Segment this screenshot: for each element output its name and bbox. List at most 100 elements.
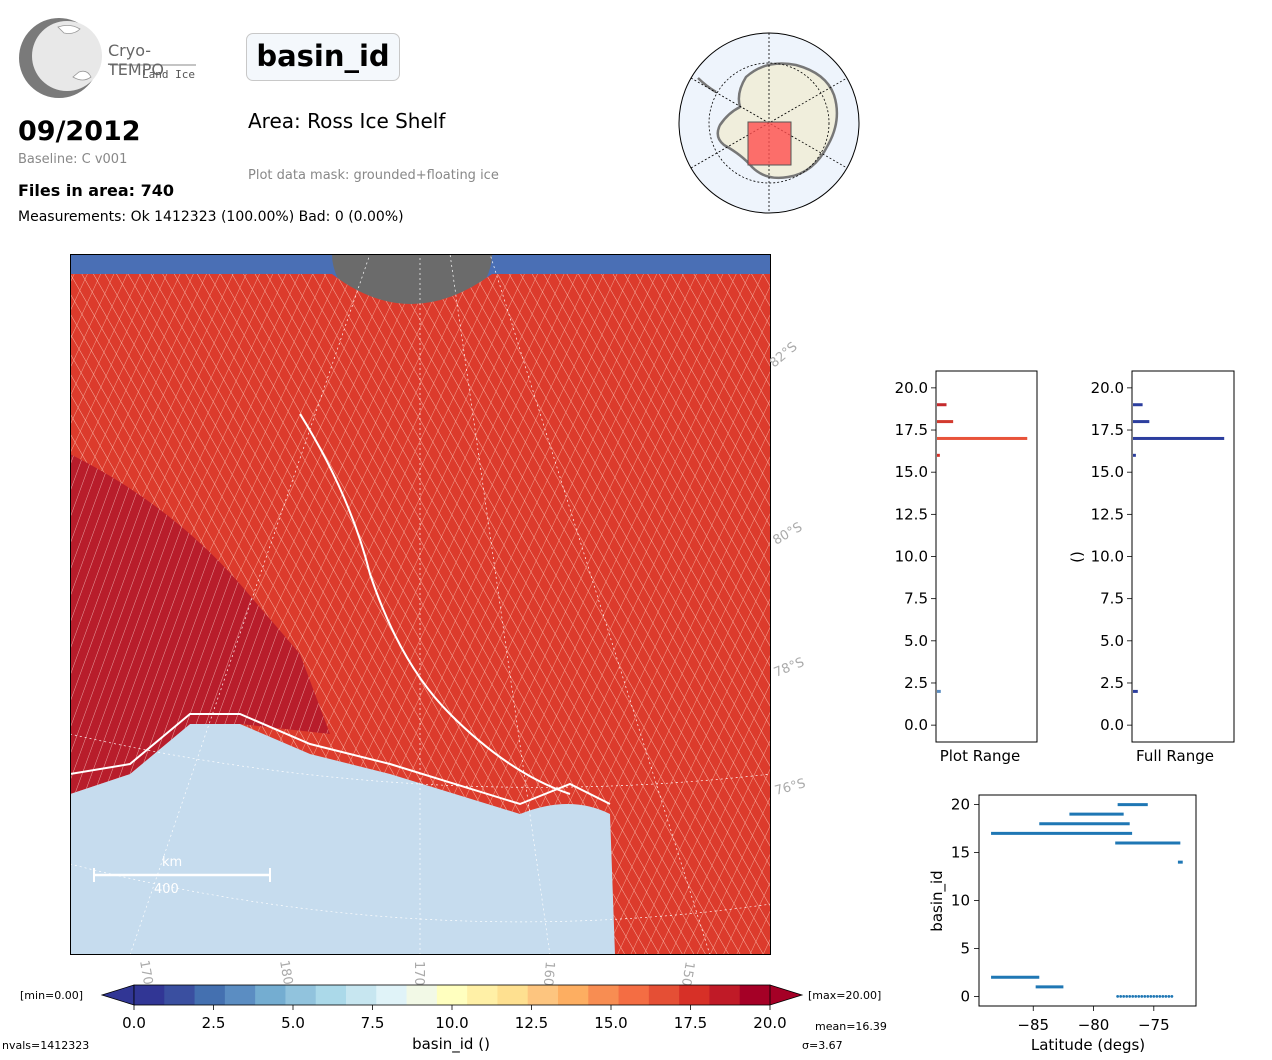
colorbar-cell — [134, 985, 165, 1005]
colorbar-cell — [164, 985, 196, 1005]
plot-range-histogram: 0.0 2.5 5.0 7.5 10.0 12.5 15.0 17.5 20.0 Plot Ra… — [895, 370, 1038, 765]
y-tick-label: 10.0 — [895, 548, 928, 566]
colorbar-min-arrow — [100, 984, 135, 1006]
mean-label: mean=16.39 — [815, 1020, 887, 1033]
colorbar-cell — [527, 985, 559, 1005]
grounding-line — [70, 713, 611, 806]
full-range-histogram: 0.0 2.5 5.0 7.5 10.0 12.5 15.0 17.5 20.0 () Full… — [1068, 370, 1235, 765]
colorbar-cell — [588, 985, 620, 1005]
histogram-bar — [937, 420, 954, 424]
colorbar-cell — [376, 985, 408, 1005]
scatter-point — [1137, 995, 1141, 998]
colorbar-tick-label: 7.5 — [361, 1014, 385, 1032]
colorbar-cell — [224, 985, 256, 1005]
lon-label-2: 170°E — [411, 961, 426, 986]
colorbar-tick-label: 12.5 — [515, 1014, 548, 1032]
y-tick-label: 0.0 — [1100, 716, 1124, 734]
scatter-point — [1128, 995, 1132, 998]
colorbar-tick-label: 5.0 — [281, 1014, 305, 1032]
colorbar-cell — [739, 985, 771, 1005]
histogram-bar — [1133, 453, 1136, 457]
scatter-point — [1170, 995, 1174, 998]
y-tick-label: 5 — [960, 939, 970, 957]
colorbar-cell — [436, 985, 468, 1005]
measurements-summary: Measurements: Ok 1412323 (100.00%) Bad: … — [18, 209, 404, 225]
scatter-point — [1164, 995, 1168, 998]
mask-label: Plot data mask: grounded+floating ice — [248, 168, 499, 183]
colorbar-tick-label: 0.0 — [122, 1014, 146, 1032]
scale-value: 400 — [154, 882, 179, 897]
date-label: 09/2012 — [18, 116, 141, 147]
y-tick-label: 12.5 — [1091, 505, 1124, 523]
latitude-labels: 82°S 80°S 78°S 76°S — [770, 339, 807, 798]
histogram-bar — [1133, 436, 1225, 440]
main-map: km 400 — [70, 254, 771, 955]
y-tick-label: 10 — [951, 892, 970, 910]
area-highlight-box — [747, 121, 792, 166]
y-tick-label: 0.0 — [904, 716, 928, 734]
colorbar-cell — [648, 985, 680, 1005]
colorbar-tick-label: 20.0 — [753, 1014, 786, 1032]
lat-label-82: 82°S — [770, 339, 801, 371]
y-tick-label: 12.5 — [895, 505, 928, 523]
antarctica-locator-map — [678, 32, 860, 214]
colorbar-cell — [406, 985, 438, 1005]
y-tick-label: 17.5 — [1091, 421, 1124, 439]
track-coverage-grounded — [70, 454, 330, 794]
scatter-point — [1146, 995, 1150, 998]
y-tick-label: 17.5 — [895, 421, 928, 439]
scatter-point — [1134, 995, 1138, 998]
scatter-ylabel: basin_id — [928, 870, 947, 931]
colorbar-cell — [558, 985, 589, 1005]
y-tick-label: 5.0 — [904, 632, 928, 650]
histogram-bar — [937, 403, 947, 407]
colorbar-cell — [618, 985, 650, 1005]
scatter-point — [1119, 995, 1123, 998]
colorbar-cell — [315, 985, 347, 1005]
lat-label-80: 80°S — [771, 520, 806, 549]
ice-front-line — [299, 413, 571, 795]
colorbar-cell — [467, 985, 498, 1005]
colorbar-cell — [194, 985, 226, 1005]
y-tick-label: 7.5 — [1100, 590, 1124, 608]
logo-subtitle: Land Ice — [142, 68, 195, 81]
lon-label-1: 180° — [276, 959, 296, 986]
histogram-bar — [937, 436, 1028, 440]
y-tick-label: 10.0 — [1091, 548, 1124, 566]
logo-title: Cryo-TEMPO — [108, 41, 164, 79]
scatter-point — [1152, 995, 1156, 998]
lon-label-3: 160°E — [539, 961, 557, 986]
files-count: Files in area: 740 — [18, 181, 174, 200]
baseline-label: Baseline: C v001 — [18, 152, 128, 167]
colorbar-tick-label: 17.5 — [674, 1014, 707, 1032]
y-tick-label: 15.0 — [1091, 463, 1124, 481]
colorbar-cell — [679, 985, 710, 1005]
histogram-bar — [1133, 403, 1143, 407]
nvals-label: nvals=1412323 — [2, 1039, 89, 1052]
scale-unit: km — [162, 855, 182, 870]
y-tick-label: 15.0 — [895, 463, 928, 481]
scatter-point — [1122, 995, 1126, 998]
plot-range-title: Plot Range — [940, 747, 1021, 765]
lon-label-0: 170°W — [136, 959, 158, 986]
area-label: Area: Ross Ice Shelf — [248, 109, 446, 133]
scatter-point — [1161, 995, 1165, 998]
colorbar: 0.0 2.5 5.0 7.5 10.0 12.5 15.0 17.5 20.0 [min=0.… — [2, 984, 887, 1054]
y-tick-label: 0 — [960, 987, 970, 1005]
colorbar-cell — [346, 985, 377, 1005]
y-tick-label: 15 — [951, 844, 970, 862]
scatter-point — [1155, 995, 1159, 998]
y-tick-label: 2.5 — [904, 674, 928, 692]
y-tick-label: 7.5 — [904, 590, 928, 608]
x-tick-label: −75 — [1138, 1016, 1170, 1034]
colorbar-cell — [497, 985, 529, 1005]
cryo-tempo-logo: Cryo-TEMPO Land Ice — [18, 17, 203, 99]
y-tick-label: 2.5 — [1100, 674, 1124, 692]
variable-title: basin_id — [246, 33, 400, 81]
scatter-point — [1143, 995, 1147, 998]
x-tick-label: −85 — [1017, 1016, 1049, 1034]
scatter-point — [1140, 995, 1144, 998]
longitude-labels: 170°W 180° 170°E 160°E 150°E — [136, 959, 697, 986]
colorbar-tick-label: 15.0 — [594, 1014, 627, 1032]
scatter-point — [1158, 995, 1162, 998]
